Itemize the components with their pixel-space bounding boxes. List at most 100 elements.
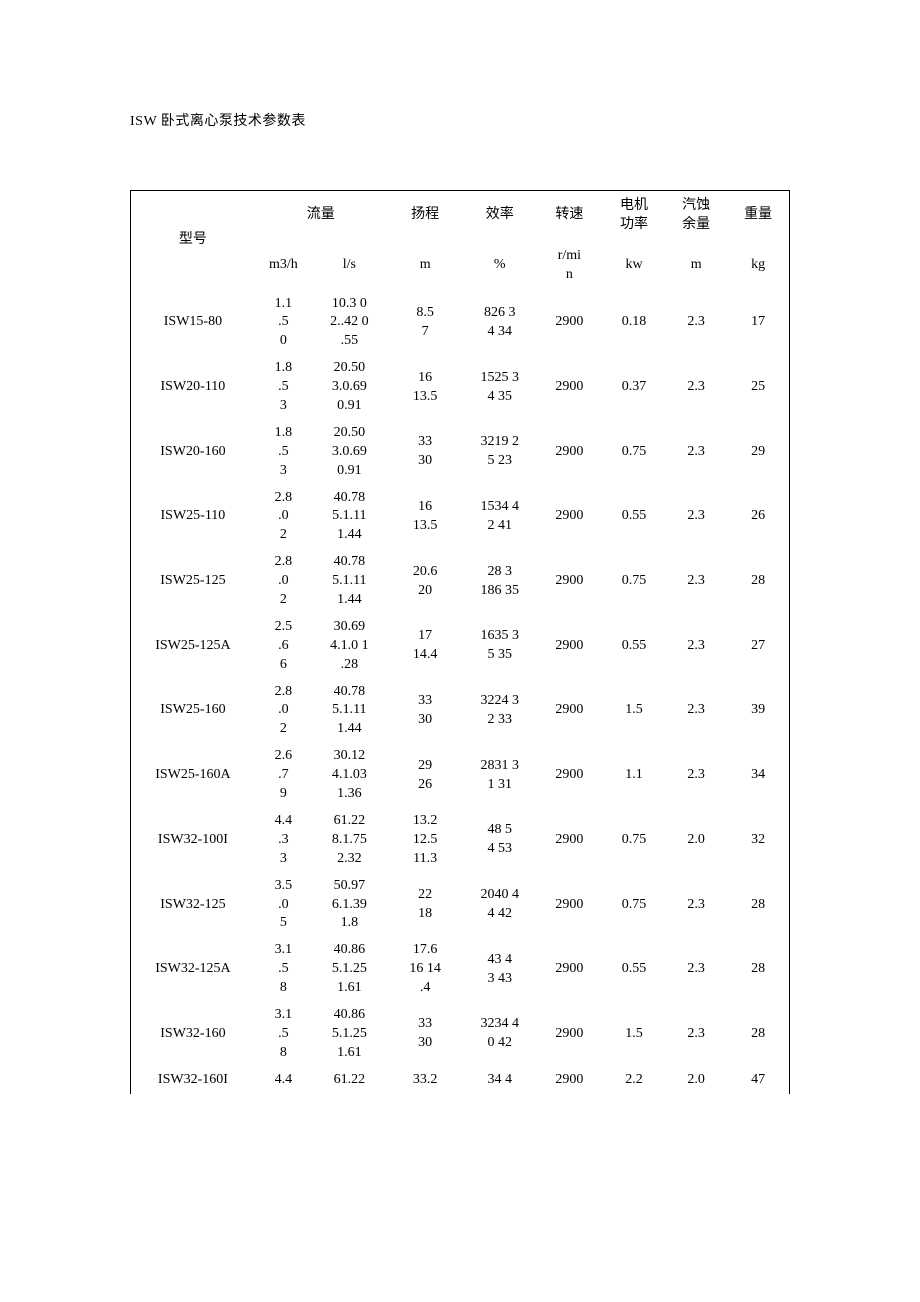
cell-npsh: 2.3 — [665, 549, 727, 614]
cell-head: 1613.5 — [387, 485, 464, 550]
cell-head: 1613.5 — [387, 355, 464, 420]
cell-model: ISW32-100I — [131, 808, 255, 873]
col-flow-m3h-unit: m3/h — [255, 241, 312, 291]
table-row: ISW32-125A3.1.5840.865.1.25 1.6117.616 1… — [131, 937, 790, 1002]
col-flow-ls-unit: l/s — [312, 241, 387, 291]
cell-speed: 2900 — [536, 873, 603, 938]
cell-power: 1.5 — [603, 679, 665, 744]
cell-weight: 39 — [727, 679, 789, 744]
cell-power: 1.1 — [603, 743, 665, 808]
cell-eff: 48 54 53 — [464, 808, 536, 873]
col-weight-header: 重量 — [727, 191, 789, 241]
table-row: ISW25-1102.8.0240.785.1.11 1.441613.5153… — [131, 485, 790, 550]
col-flow-group-header: 流量 — [255, 191, 387, 241]
col-power-unit: kw — [603, 241, 665, 291]
cell-model: ISW25-160A — [131, 743, 255, 808]
cell-speed: 2900 — [536, 614, 603, 679]
cell-flow-ls: 40.785.1.11 1.44 — [312, 549, 387, 614]
cell-weight: 17 — [727, 291, 789, 356]
cell-npsh: 2.3 — [665, 355, 727, 420]
spec-table: 型号 流量 扬程 效率 转速 电机功率 汽蚀余量 重量 m3/h l/s m %… — [130, 190, 790, 1094]
cell-flow-m3h: 3.1.58 — [255, 1002, 312, 1067]
page: ISW 卧式离心泵技术参数表 型号 流量 扬程 效率 转速 电机功率 汽蚀余量 … — [0, 0, 920, 1302]
cell-power: 0.75 — [603, 420, 665, 485]
cell-power: 0.55 — [603, 614, 665, 679]
cell-npsh: 2.3 — [665, 291, 727, 356]
table-row: ISW15-801.1.5010.3 02..42 0 .558.57826 3… — [131, 291, 790, 356]
cell-speed: 2900 — [536, 679, 603, 744]
cell-speed: 2900 — [536, 291, 603, 356]
table-row: ISW32-160I4.461.2233.234 429002.22.047 — [131, 1067, 790, 1094]
cell-weight: 34 — [727, 743, 789, 808]
cell-power: 1.5 — [603, 1002, 665, 1067]
col-npsh-header: 汽蚀余量 — [665, 191, 727, 241]
col-speed-unit: r/min — [536, 241, 603, 291]
table-row: ISW32-1253.5.0550.976.1.39 1.822182040 4… — [131, 873, 790, 938]
cell-eff: 3219 25 23 — [464, 420, 536, 485]
cell-flow-m3h: 1.1.50 — [255, 291, 312, 356]
cell-speed: 2900 — [536, 937, 603, 1002]
cell-weight: 28 — [727, 1002, 789, 1067]
cell-npsh: 2.3 — [665, 485, 727, 550]
cell-npsh: 2.3 — [665, 937, 727, 1002]
cell-flow-ls: 30.694.1.0 1 .28 — [312, 614, 387, 679]
cell-model: ISW25-125A — [131, 614, 255, 679]
cell-model: ISW25-110 — [131, 485, 255, 550]
cell-model: ISW32-125 — [131, 873, 255, 938]
table-row: ISW32-100I4.4.3361.228.1.75 2.3213.212.5… — [131, 808, 790, 873]
cell-flow-ls: 61.228.1.75 2.32 — [312, 808, 387, 873]
cell-npsh: 2.3 — [665, 743, 727, 808]
table-row: ISW25-1602.8.0240.785.1.11 1.4433303224 … — [131, 679, 790, 744]
cell-flow-m3h: 2.8.02 — [255, 679, 312, 744]
col-speed-header: 转速 — [536, 191, 603, 241]
cell-model: ISW25-160 — [131, 679, 255, 744]
cell-flow-m3h: 2.6.79 — [255, 743, 312, 808]
cell-eff: 3234 40 42 — [464, 1002, 536, 1067]
table-row: ISW20-1601.8.5320.503.0.69 0.9133303219 … — [131, 420, 790, 485]
cell-eff: 28 3186 35 — [464, 549, 536, 614]
cell-power: 0.37 — [603, 355, 665, 420]
col-eff-header: 效率 — [464, 191, 536, 241]
cell-head: 20.620 — [387, 549, 464, 614]
cell-eff: 3224 32 33 — [464, 679, 536, 744]
cell-flow-ls: 10.3 02..42 0 .55 — [312, 291, 387, 356]
cell-power: 0.75 — [603, 873, 665, 938]
cell-head: 8.57 — [387, 291, 464, 356]
cell-flow-ls: 40.785.1.11 1.44 — [312, 679, 387, 744]
cell-npsh: 2.3 — [665, 614, 727, 679]
cell-power: 0.75 — [603, 549, 665, 614]
col-power-header: 电机功率 — [603, 191, 665, 241]
col-model-header: 型号 — [131, 191, 255, 291]
col-head-unit: m — [387, 241, 464, 291]
cell-power: 0.55 — [603, 485, 665, 550]
cell-speed: 2900 — [536, 743, 603, 808]
cell-eff: 1525 34 35 — [464, 355, 536, 420]
cell-npsh: 2.3 — [665, 873, 727, 938]
cell-head: 3330 — [387, 420, 464, 485]
cell-eff: 826 34 34 — [464, 291, 536, 356]
cell-model: ISW20-160 — [131, 420, 255, 485]
cell-power: 0.75 — [603, 808, 665, 873]
cell-weight: 28 — [727, 937, 789, 1002]
cell-head: 1714.4 — [387, 614, 464, 679]
table-body: ISW15-801.1.5010.3 02..42 0 .558.57826 3… — [131, 291, 790, 1094]
cell-npsh: 2.0 — [665, 808, 727, 873]
cell-flow-ls: 20.503.0.69 0.91 — [312, 420, 387, 485]
cell-weight: 28 — [727, 873, 789, 938]
cell-flow-ls: 20.503.0.69 0.91 — [312, 355, 387, 420]
cell-weight: 47 — [727, 1067, 789, 1094]
document-title: ISW 卧式离心泵技术参数表 — [130, 110, 790, 130]
cell-head: 2218 — [387, 873, 464, 938]
cell-head: 17.616 14.4 — [387, 937, 464, 1002]
cell-model: ISW32-160I — [131, 1067, 255, 1094]
table-row: ISW32-1603.1.5840.865.1.25 1.6133303234 … — [131, 1002, 790, 1067]
cell-flow-m3h: 4.4.33 — [255, 808, 312, 873]
cell-flow-m3h: 2.5.66 — [255, 614, 312, 679]
table-row: ISW25-125A2.5.6630.694.1.0 1 .281714.416… — [131, 614, 790, 679]
cell-eff: 2831 31 31 — [464, 743, 536, 808]
cell-speed: 2900 — [536, 808, 603, 873]
cell-weight: 27 — [727, 614, 789, 679]
cell-flow-m3h: 2.8.02 — [255, 485, 312, 550]
table-row: ISW25-160A2.6.7930.124.1.03 1.3629262831… — [131, 743, 790, 808]
cell-flow-ls: 50.976.1.39 1.8 — [312, 873, 387, 938]
